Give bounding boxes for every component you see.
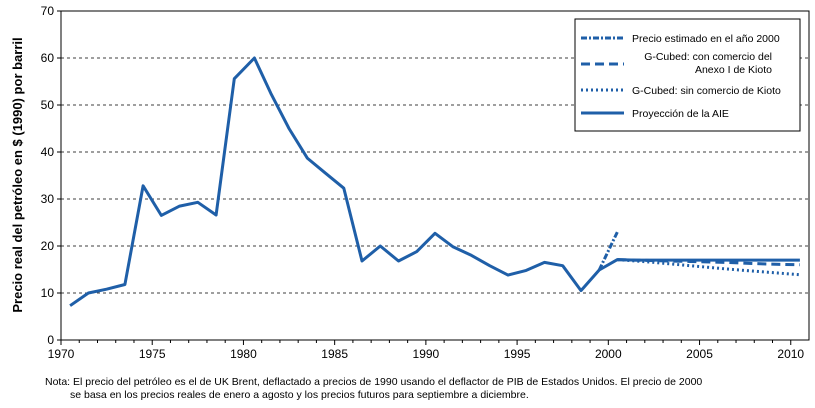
y-tick-label: 70 xyxy=(41,4,55,18)
x-tick-label: 2000 xyxy=(595,347,622,361)
plot-frame xyxy=(60,10,810,341)
legend-label-3: Proyección de la AIE xyxy=(632,108,729,120)
grid-lines xyxy=(61,57,809,294)
y-tick-label: 0 xyxy=(47,333,54,347)
series-group xyxy=(69,56,801,307)
y-tick-label: 20 xyxy=(41,239,55,253)
y-tick-label: 50 xyxy=(41,98,55,112)
y-tick-label: 30 xyxy=(41,192,55,206)
y-axis-label: Precio real del petróleo en $ (1990) por… xyxy=(10,37,25,312)
series-line-1 xyxy=(597,231,619,271)
x-tick-label: 1980 xyxy=(230,347,257,361)
y-tick-label: 40 xyxy=(41,145,55,159)
y-tick-label: 60 xyxy=(41,51,55,65)
legend: Precio estimado en el año 2000 G-Cubed: c… xyxy=(574,18,801,132)
x-tick-label: 1995 xyxy=(504,347,531,361)
legend-label-0: Precio estimado en el año 2000 xyxy=(632,33,780,45)
footnote-line-2: se basa en los precios reales de enero a… xyxy=(70,389,529,401)
legend-label-1-line-2: Anexo I de Kioto xyxy=(695,64,772,76)
oil-price-chart: 0 10 20 30 40 50 60 70 1970 1975 1980 1985 1990 1995… xyxy=(10,4,810,361)
footnote-line-1: Nota: El precio del petróleo es el de UK… xyxy=(45,376,703,388)
x-tick-label: 1970 xyxy=(48,347,75,361)
x-tick-label: 1975 xyxy=(139,347,166,361)
x-tick-label: 1990 xyxy=(413,347,440,361)
x-axis: 1970 1975 1980 1985 1990 1995 2000 2005 2010 xyxy=(48,340,804,361)
x-tick-label: 2010 xyxy=(777,347,804,361)
footnote: Nota: El precio del petróleo es el de UK… xyxy=(45,376,805,402)
series-line-3 xyxy=(617,258,801,277)
x-tick-label: 2005 xyxy=(686,347,713,361)
x-tick-label: 1985 xyxy=(321,347,348,361)
y-tick-label: 10 xyxy=(41,286,55,300)
y-axis: 0 10 20 30 40 50 60 70 xyxy=(41,4,61,347)
legend-label-1: G-Cubed: con comercio del xyxy=(644,51,772,63)
legend-label-2: G-Cubed: sin comercio de Kioto xyxy=(632,85,781,97)
